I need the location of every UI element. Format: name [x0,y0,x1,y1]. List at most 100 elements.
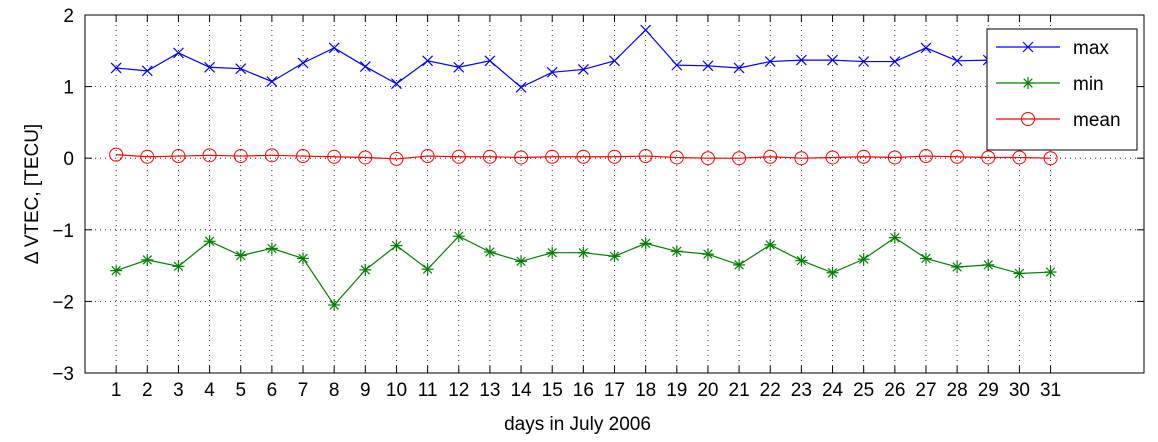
legend-item-max: max [996,38,1109,59]
data-point-max [391,78,402,90]
data-point-max [359,61,371,72]
x-tick-label: 1 [111,380,122,401]
data-point-max [110,62,122,74]
data-point-min [203,235,216,248]
data-point-min [265,242,278,255]
data-point-mean [576,149,591,164]
y-tick-label: −1 [52,221,74,242]
data-point-min [515,255,528,268]
y-tick-label: −3 [52,364,74,385]
axes-box [84,14,1145,374]
data-point-min [546,246,559,259]
x-tick-label: 2 [142,380,153,401]
x-tick-label: 5 [235,380,246,401]
x-tick-label: 29 [978,380,999,401]
data-point-max [266,76,278,88]
data-point-max [858,56,870,67]
data-point-max [422,55,434,67]
series-line-mean [116,154,1051,160]
x-tick-label: 23 [791,380,812,401]
legend-label-max: max [1073,38,1109,59]
data-point-min [733,258,746,271]
data-point-mean [171,149,186,164]
legend-marker-min [1022,77,1034,89]
data-point-min [795,254,808,267]
grid-lines [85,15,1144,373]
x-tick-label: 14 [510,380,532,401]
x-tick-label: 22 [760,380,781,401]
x-tick-label: 18 [635,380,656,401]
x-tick-label: 6 [267,380,278,401]
data-point-mean [233,149,248,164]
data-point-min [421,263,434,276]
data-point-mean [514,150,529,165]
x-tick-label: 28 [947,380,968,401]
data-point-mean [732,151,747,166]
data-point-min [297,252,310,265]
data-point-max [827,54,838,66]
data-point-min [639,237,652,250]
data-point-mean [358,150,373,165]
data-point-min [141,253,154,266]
data-point-mean [420,149,435,164]
data-point-min [172,260,185,273]
data-point-max [889,56,901,67]
data-point-max [141,65,153,77]
data-point-min [888,231,901,244]
data-point-mean [981,150,996,165]
data-point-max [173,47,184,59]
data-point-mean [607,149,622,164]
data-point-max [453,61,465,73]
x-tick-label: 17 [604,380,625,401]
data-point-max [764,56,776,67]
data-point-max [951,55,963,67]
data-point-mean [1012,150,1027,165]
x-tick-label: 30 [1009,380,1030,401]
data-point-mean [451,149,466,164]
data-point-mean [327,149,342,164]
legend: max min mean [986,28,1138,151]
data-point-max [671,59,683,71]
x-tick-label: 20 [697,380,718,401]
data-point-mean [918,149,933,164]
data-point-min [110,264,123,277]
data-point-mean [264,148,279,163]
data-point-max [328,42,340,54]
series-mean [109,147,1058,166]
legend-label-mean: mean [1073,110,1121,131]
y-axis-label: Δ VTEC, [TECU] [22,124,43,264]
x-tick-label: 12 [448,380,469,401]
data-point-mean [669,150,684,165]
legend-marker-max [1022,41,1034,53]
data-point-min [608,250,621,263]
data-point-mean [545,149,560,164]
data-point-max [640,24,652,36]
legend-box [986,28,1138,151]
data-point-mean [794,151,809,166]
series-line-max [116,29,1051,89]
data-point-min [826,266,839,279]
data-point-mean [700,151,715,166]
x-tick-label: 4 [204,380,215,401]
data-point-min [919,252,932,265]
data-point-max [920,42,932,54]
y-tick-label: 2 [63,6,74,27]
legend-item-mean: mean [996,110,1121,131]
data-point-max [235,63,247,75]
plot-series [109,24,1058,311]
data-point-max [297,57,309,69]
data-point-min [359,263,372,276]
data-point-mean [856,149,871,164]
axis-ticks [85,14,1144,374]
data-point-mean [140,149,155,164]
data-point-min [951,261,964,274]
x-tick-label: 24 [822,380,844,401]
data-point-mean [887,150,902,165]
data-point-max [609,55,620,67]
data-point-mean [202,148,217,163]
data-point-min [670,245,683,258]
legend-marker-mean [1021,112,1035,126]
x-tick-label: 8 [329,380,340,401]
x-tick-labels: 1 2 3 4 5 6 7 8 9 10 11 12 13 14 15 16 17 18 19 20 21 22 23 24 2… [111,380,1061,401]
